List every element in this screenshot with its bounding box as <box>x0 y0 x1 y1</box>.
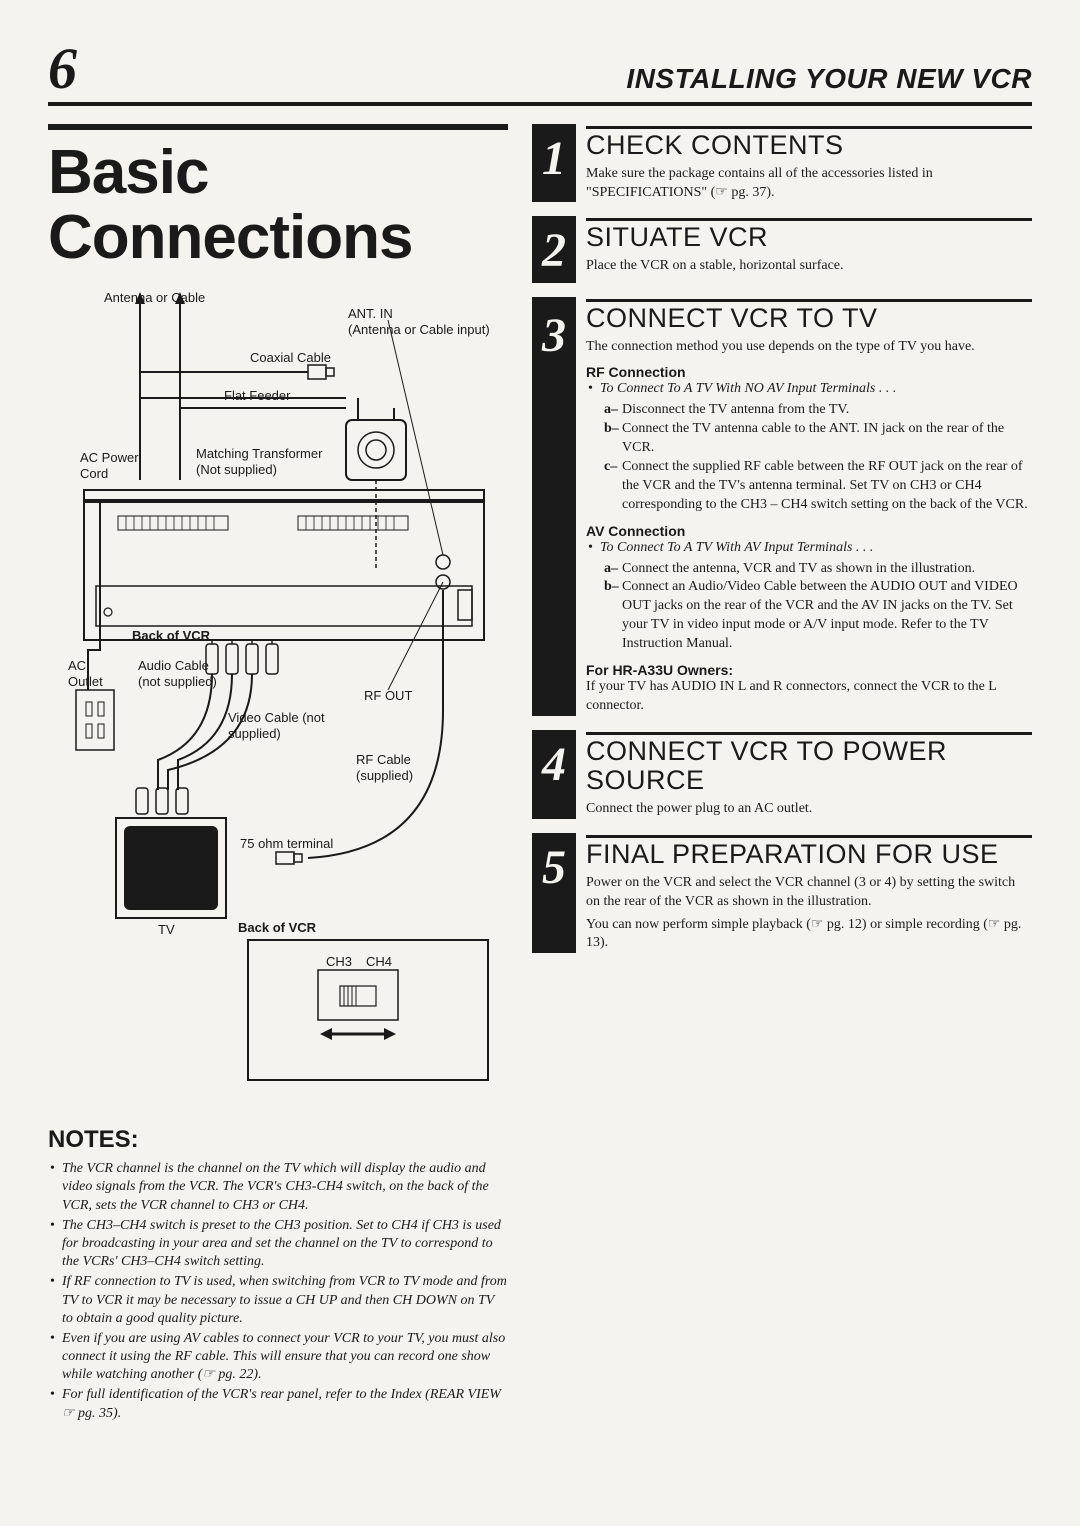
label-ch4: CH4 <box>366 954 392 970</box>
label-tv: TV <box>158 922 175 938</box>
label-ac-power: AC Power Cord <box>80 450 150 481</box>
notes-list: The VCR channel is the channel on the TV… <box>48 1160 508 1423</box>
label-antenna: Antenna or Cable <box>104 290 205 306</box>
step-number: 2 <box>532 216 576 282</box>
right-column: 1 CHECK CONTENTS Make sure the package c… <box>532 124 1032 1425</box>
owners-text: If your TV has AUDIO IN L and R connecto… <box>586 678 1032 716</box>
step-title: FINAL PREPARATION FOR USE <box>586 835 1032 870</box>
label-rf-out: RF OUT <box>364 688 412 704</box>
label-ant-in: ANT. IN <box>348 306 393 322</box>
step-text: Connect the power plug to an AC outlet. <box>586 800 1032 819</box>
step-text: Power on the VCR and select the VCR chan… <box>586 874 1032 912</box>
owners-heading: For HR-A33U Owners: <box>586 662 1032 678</box>
page-title: INSTALLING YOUR NEW VCR <box>626 63 1032 95</box>
note-item: Even if you are using AV cables to conne… <box>48 1330 508 1385</box>
step-number: 3 <box>532 297 576 716</box>
sub-item: a–Disconnect the TV antenna from the TV. <box>604 401 1032 420</box>
step-title: CHECK CONTENTS <box>586 126 1032 161</box>
step-text: Make sure the package contains all of th… <box>586 165 1032 203</box>
content: Basic Connections <box>48 124 1032 1425</box>
note-item: The CH3–CH4 switch is preset to the CH3 … <box>48 1217 508 1272</box>
step-title: CONNECT VCR TO TV <box>586 299 1032 334</box>
av-heading: AV Connection <box>586 523 1032 539</box>
label-coaxial: Coaxial Cable <box>250 350 331 366</box>
av-intro: To Connect To A TV With AV Input Termina… <box>600 540 873 555</box>
rf-heading: RF Connection <box>586 364 1032 380</box>
notes-heading: NOTES: <box>48 1126 508 1154</box>
step-text: Place the VCR on a stable, horizontal su… <box>586 257 1032 276</box>
rf-intro: To Connect To A TV With NO AV Input Term… <box>600 381 896 396</box>
label-rf-cable: RF Cable (supplied) <box>356 752 436 783</box>
label-ohm-terminal: 75 ohm terminal <box>240 836 333 852</box>
label-back-vcr-2: Back of VCR <box>238 920 316 936</box>
label-ch3: CH3 <box>326 954 352 970</box>
step-number: 5 <box>532 833 576 953</box>
step-title: SITUATE VCR <box>586 218 1032 253</box>
step-4: 4 CONNECT VCR TO POWER SOURCE Connect th… <box>532 730 1032 819</box>
diagram-svg <box>48 290 508 1110</box>
step-text: The connection method you use depends on… <box>586 338 1032 357</box>
left-column: Basic Connections <box>48 124 508 1425</box>
note-item: If RF connection to TV is used, when swi… <box>48 1273 508 1328</box>
main-heading: Basic Connections <box>48 124 508 270</box>
step-3: 3 CONNECT VCR TO TV The connection metho… <box>532 297 1032 716</box>
label-ant-in-sub: (Antenna or Cable input) <box>348 322 490 338</box>
note-item: The VCR channel is the channel on the TV… <box>48 1160 508 1215</box>
rf-list: To Connect To A TV With NO AV Input Term… <box>586 380 1032 514</box>
connection-diagram: Antenna or Cable ANT. IN (Antenna or Cab… <box>48 290 508 1110</box>
note-item: For full identification of the VCR's rea… <box>48 1386 508 1422</box>
step-number: 4 <box>532 730 576 819</box>
label-audio-cable: Audio Cable (not supplied) <box>138 658 228 689</box>
label-transformer: Matching Transformer (Not supplied) <box>196 446 346 477</box>
label-video-cable: Video Cable (not supplied) <box>228 710 328 741</box>
step-text-2: You can now perform simple playback (☞ p… <box>586 916 1032 954</box>
sub-item: b–Connect an Audio/Video Cable between t… <box>604 578 1032 654</box>
page-number: 6 <box>48 40 77 98</box>
step-2: 2 SITUATE VCR Place the VCR on a stable,… <box>532 216 1032 282</box>
list-item: To Connect To A TV With AV Input Termina… <box>586 539 1032 654</box>
av-list: To Connect To A TV With AV Input Termina… <box>586 539 1032 654</box>
step-number: 1 <box>532 124 576 202</box>
page-header: 6 INSTALLING YOUR NEW VCR <box>48 40 1032 106</box>
sub-item: b–Connect the TV antenna cable to the AN… <box>604 420 1032 458</box>
list-item: To Connect To A TV With NO AV Input Term… <box>586 380 1032 514</box>
sub-item: c–Connect the supplied RF cable between … <box>604 458 1032 515</box>
label-flat-feeder: Flat Feeder <box>224 388 290 404</box>
label-ac-outlet: AC Outlet <box>68 658 118 689</box>
label-back-vcr-1: Back of VCR <box>132 628 210 644</box>
step-1: 1 CHECK CONTENTS Make sure the package c… <box>532 124 1032 202</box>
step-5: 5 FINAL PREPARATION FOR USE Power on the… <box>532 833 1032 953</box>
step-title: CONNECT VCR TO POWER SOURCE <box>586 732 1032 796</box>
sub-item: a–Connect the antenna, VCR and TV as sho… <box>604 560 1032 579</box>
